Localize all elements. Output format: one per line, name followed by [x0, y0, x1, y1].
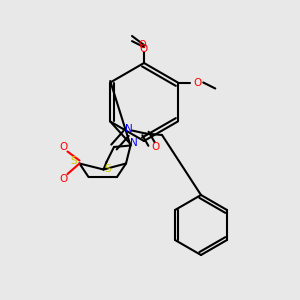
Text: O: O — [59, 142, 67, 152]
Text: O: O — [59, 173, 67, 184]
Text: O: O — [139, 40, 146, 50]
Text: O: O — [193, 77, 201, 88]
Text: O: O — [140, 44, 148, 55]
Text: O: O — [152, 142, 160, 152]
Text: S: S — [105, 164, 111, 175]
Text: N: N — [130, 137, 137, 148]
Text: S: S — [70, 155, 77, 166]
Text: N: N — [125, 124, 133, 134]
